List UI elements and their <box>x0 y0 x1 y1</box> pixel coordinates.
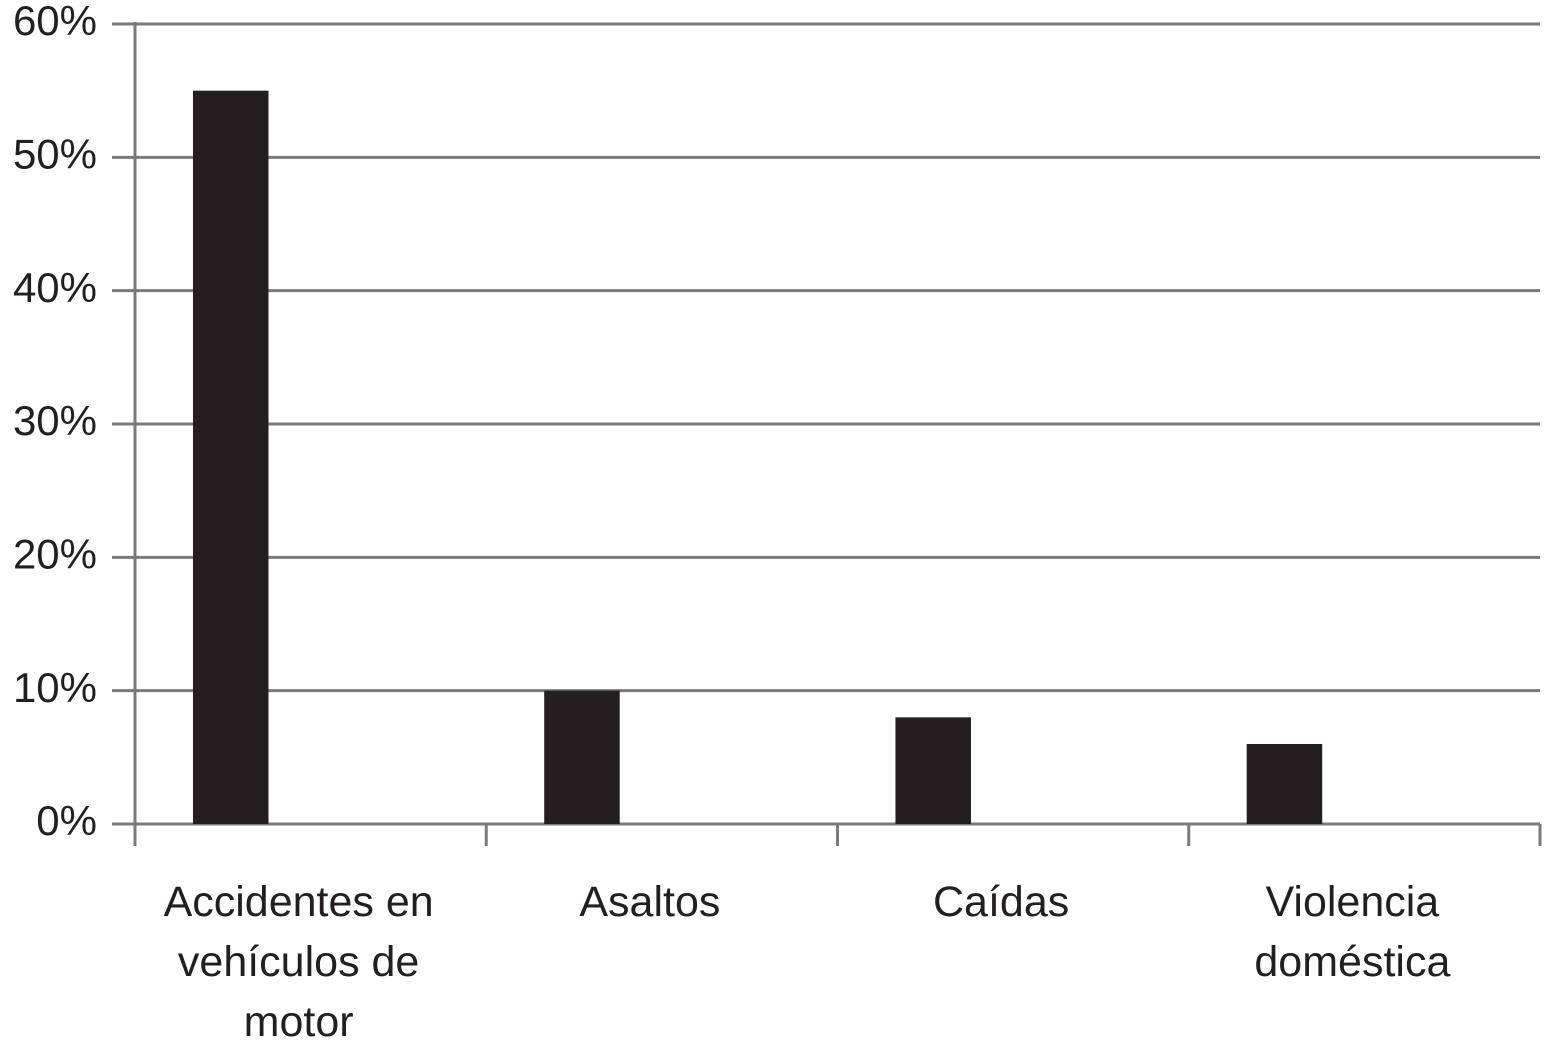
bar <box>544 690 620 824</box>
bar <box>895 717 971 824</box>
y-tick-label: 30% <box>13 397 97 444</box>
x-tick-label: Accidentes en vehículos de motor <box>163 878 434 1046</box>
x-tick-label: Caídas <box>933 878 1070 926</box>
x-tick-label: Violencia doméstica <box>1254 878 1451 986</box>
y-tick-label: 50% <box>13 130 97 177</box>
y-tick-label: 40% <box>13 264 97 311</box>
y-tick-label: 0% <box>36 797 97 844</box>
x-tick-label: Asaltos <box>579 878 721 926</box>
bar <box>1246 744 1323 824</box>
y-tick-label: 10% <box>13 664 97 711</box>
bar <box>192 90 269 824</box>
y-tick-label: 20% <box>13 530 97 577</box>
y-tick-label: 60% <box>13 0 97 44</box>
